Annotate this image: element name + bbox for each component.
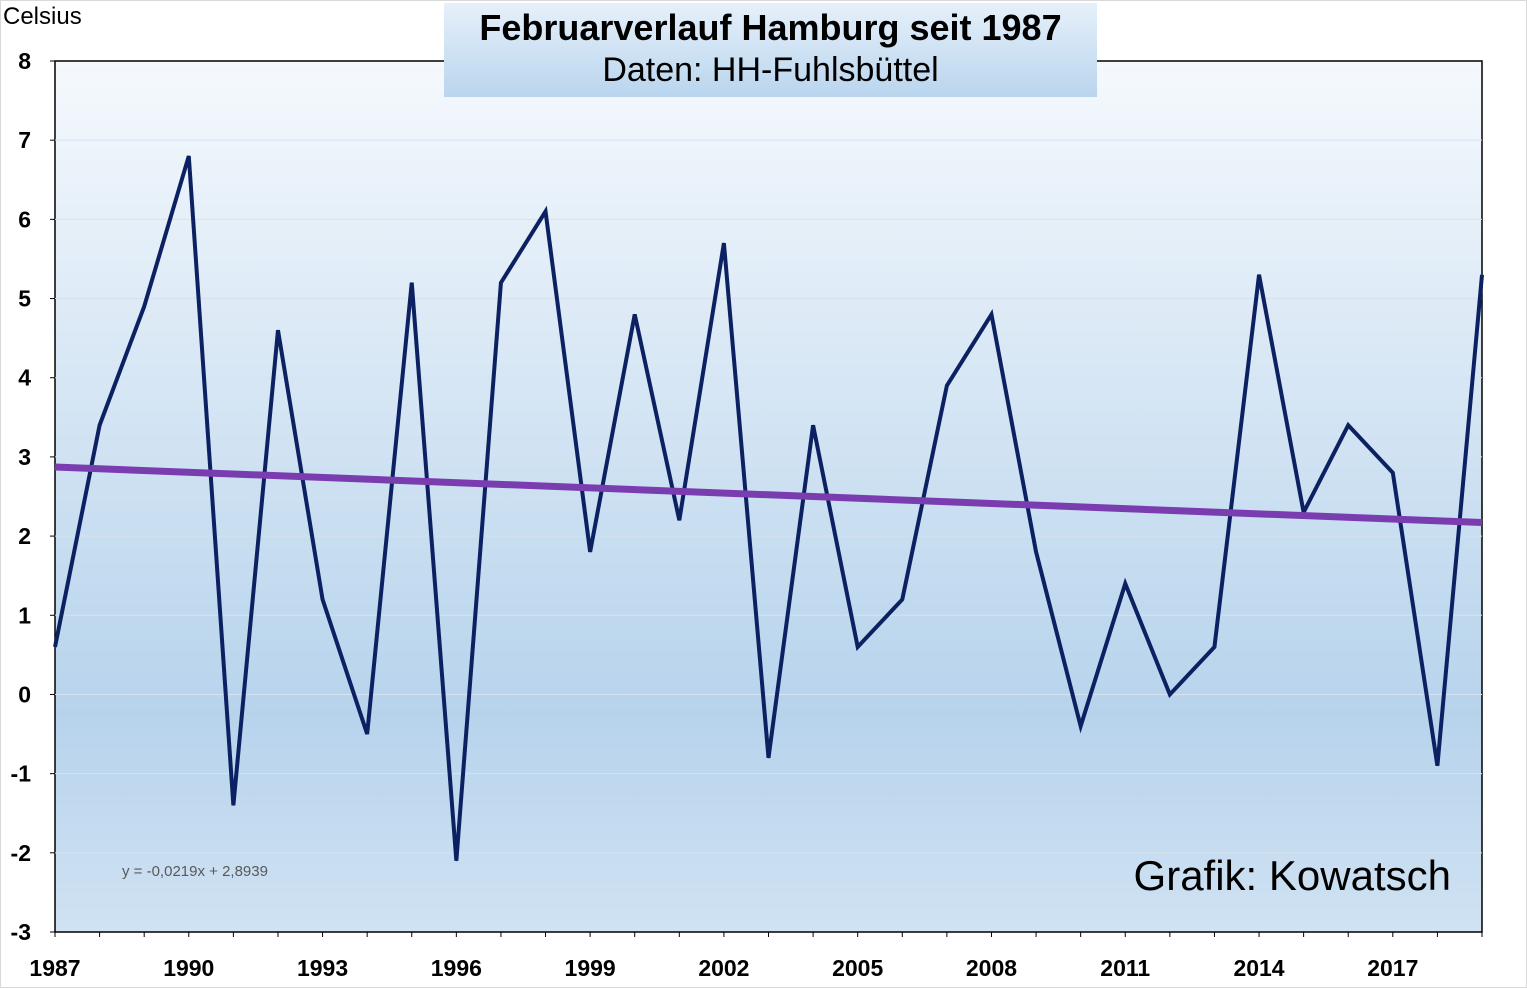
data-point [857, 646, 859, 648]
x-tick-label: 2017 [1367, 955, 1418, 981]
x-tick-label: 2008 [966, 955, 1017, 981]
data-point [990, 313, 992, 315]
y-tick-label: -2 [11, 840, 31, 866]
data-point [1258, 274, 1260, 276]
trend-line [54, 463, 1483, 527]
y-tick-label: 0 [18, 681, 31, 707]
data-point [812, 424, 814, 426]
chart-title: Februarverlauf Hamburg seit 1987 [479, 7, 1062, 48]
y-tick-label: 8 [18, 48, 31, 74]
data-point [455, 860, 457, 862]
y-tick-label: 2 [18, 523, 31, 549]
x-tick-label: 2011 [1100, 955, 1150, 981]
data-point [322, 598, 324, 600]
y-tick-label: 7 [18, 127, 31, 153]
data-point [1035, 551, 1037, 553]
data-point [1436, 765, 1438, 767]
data-point [277, 329, 279, 331]
x-tick-label: 1990 [163, 955, 214, 981]
x-tick-label: 1993 [297, 955, 348, 981]
data-point [1080, 725, 1082, 727]
data-point [723, 242, 725, 244]
data-point [1169, 693, 1171, 695]
y-axis-label: Celsius [3, 3, 82, 30]
data-point [1347, 424, 1349, 426]
data-point [143, 305, 145, 307]
data-point [1392, 472, 1394, 474]
data-point [634, 313, 636, 315]
y-tick-label: -3 [11, 919, 31, 945]
data-point [1124, 583, 1126, 585]
x-tick-label: 2002 [698, 955, 749, 981]
data-point [366, 733, 368, 735]
data-point [589, 551, 591, 553]
data-point [188, 155, 190, 157]
y-tick-label: 6 [18, 206, 31, 232]
data-point [678, 519, 680, 521]
credit-annotation: Grafik: Kowatsch [1133, 852, 1451, 899]
chart-subtitle: Daten: HH-Fuhlsbüttel [602, 51, 939, 89]
data-point [1481, 274, 1483, 276]
x-tick-label: 1999 [565, 955, 616, 981]
data-point [901, 598, 903, 600]
y-tick-label: -1 [11, 761, 32, 787]
x-tick-label: 2005 [832, 955, 883, 981]
data-point [545, 210, 547, 212]
title-box: Februarverlauf Hamburg seit 1987 Daten: … [444, 3, 1097, 97]
y-tick-label: 1 [18, 602, 31, 628]
x-tick-label: 1987 [29, 955, 80, 981]
data-point [946, 385, 948, 387]
data-point [768, 757, 769, 759]
y-tick-label: 4 [18, 365, 31, 391]
trend-equation: y = -0,0219x + 2,8939 [122, 863, 268, 880]
data-point [232, 804, 234, 806]
data-point [54, 646, 56, 648]
x-tick-label: 2014 [1233, 955, 1284, 981]
x-tick-label: 1996 [431, 955, 482, 981]
data-point [99, 424, 101, 426]
data-point [1213, 646, 1215, 648]
data-point [500, 282, 502, 284]
y-tick-label: 3 [18, 444, 31, 470]
y-tick-label: 5 [18, 286, 31, 312]
data-point [411, 282, 413, 284]
